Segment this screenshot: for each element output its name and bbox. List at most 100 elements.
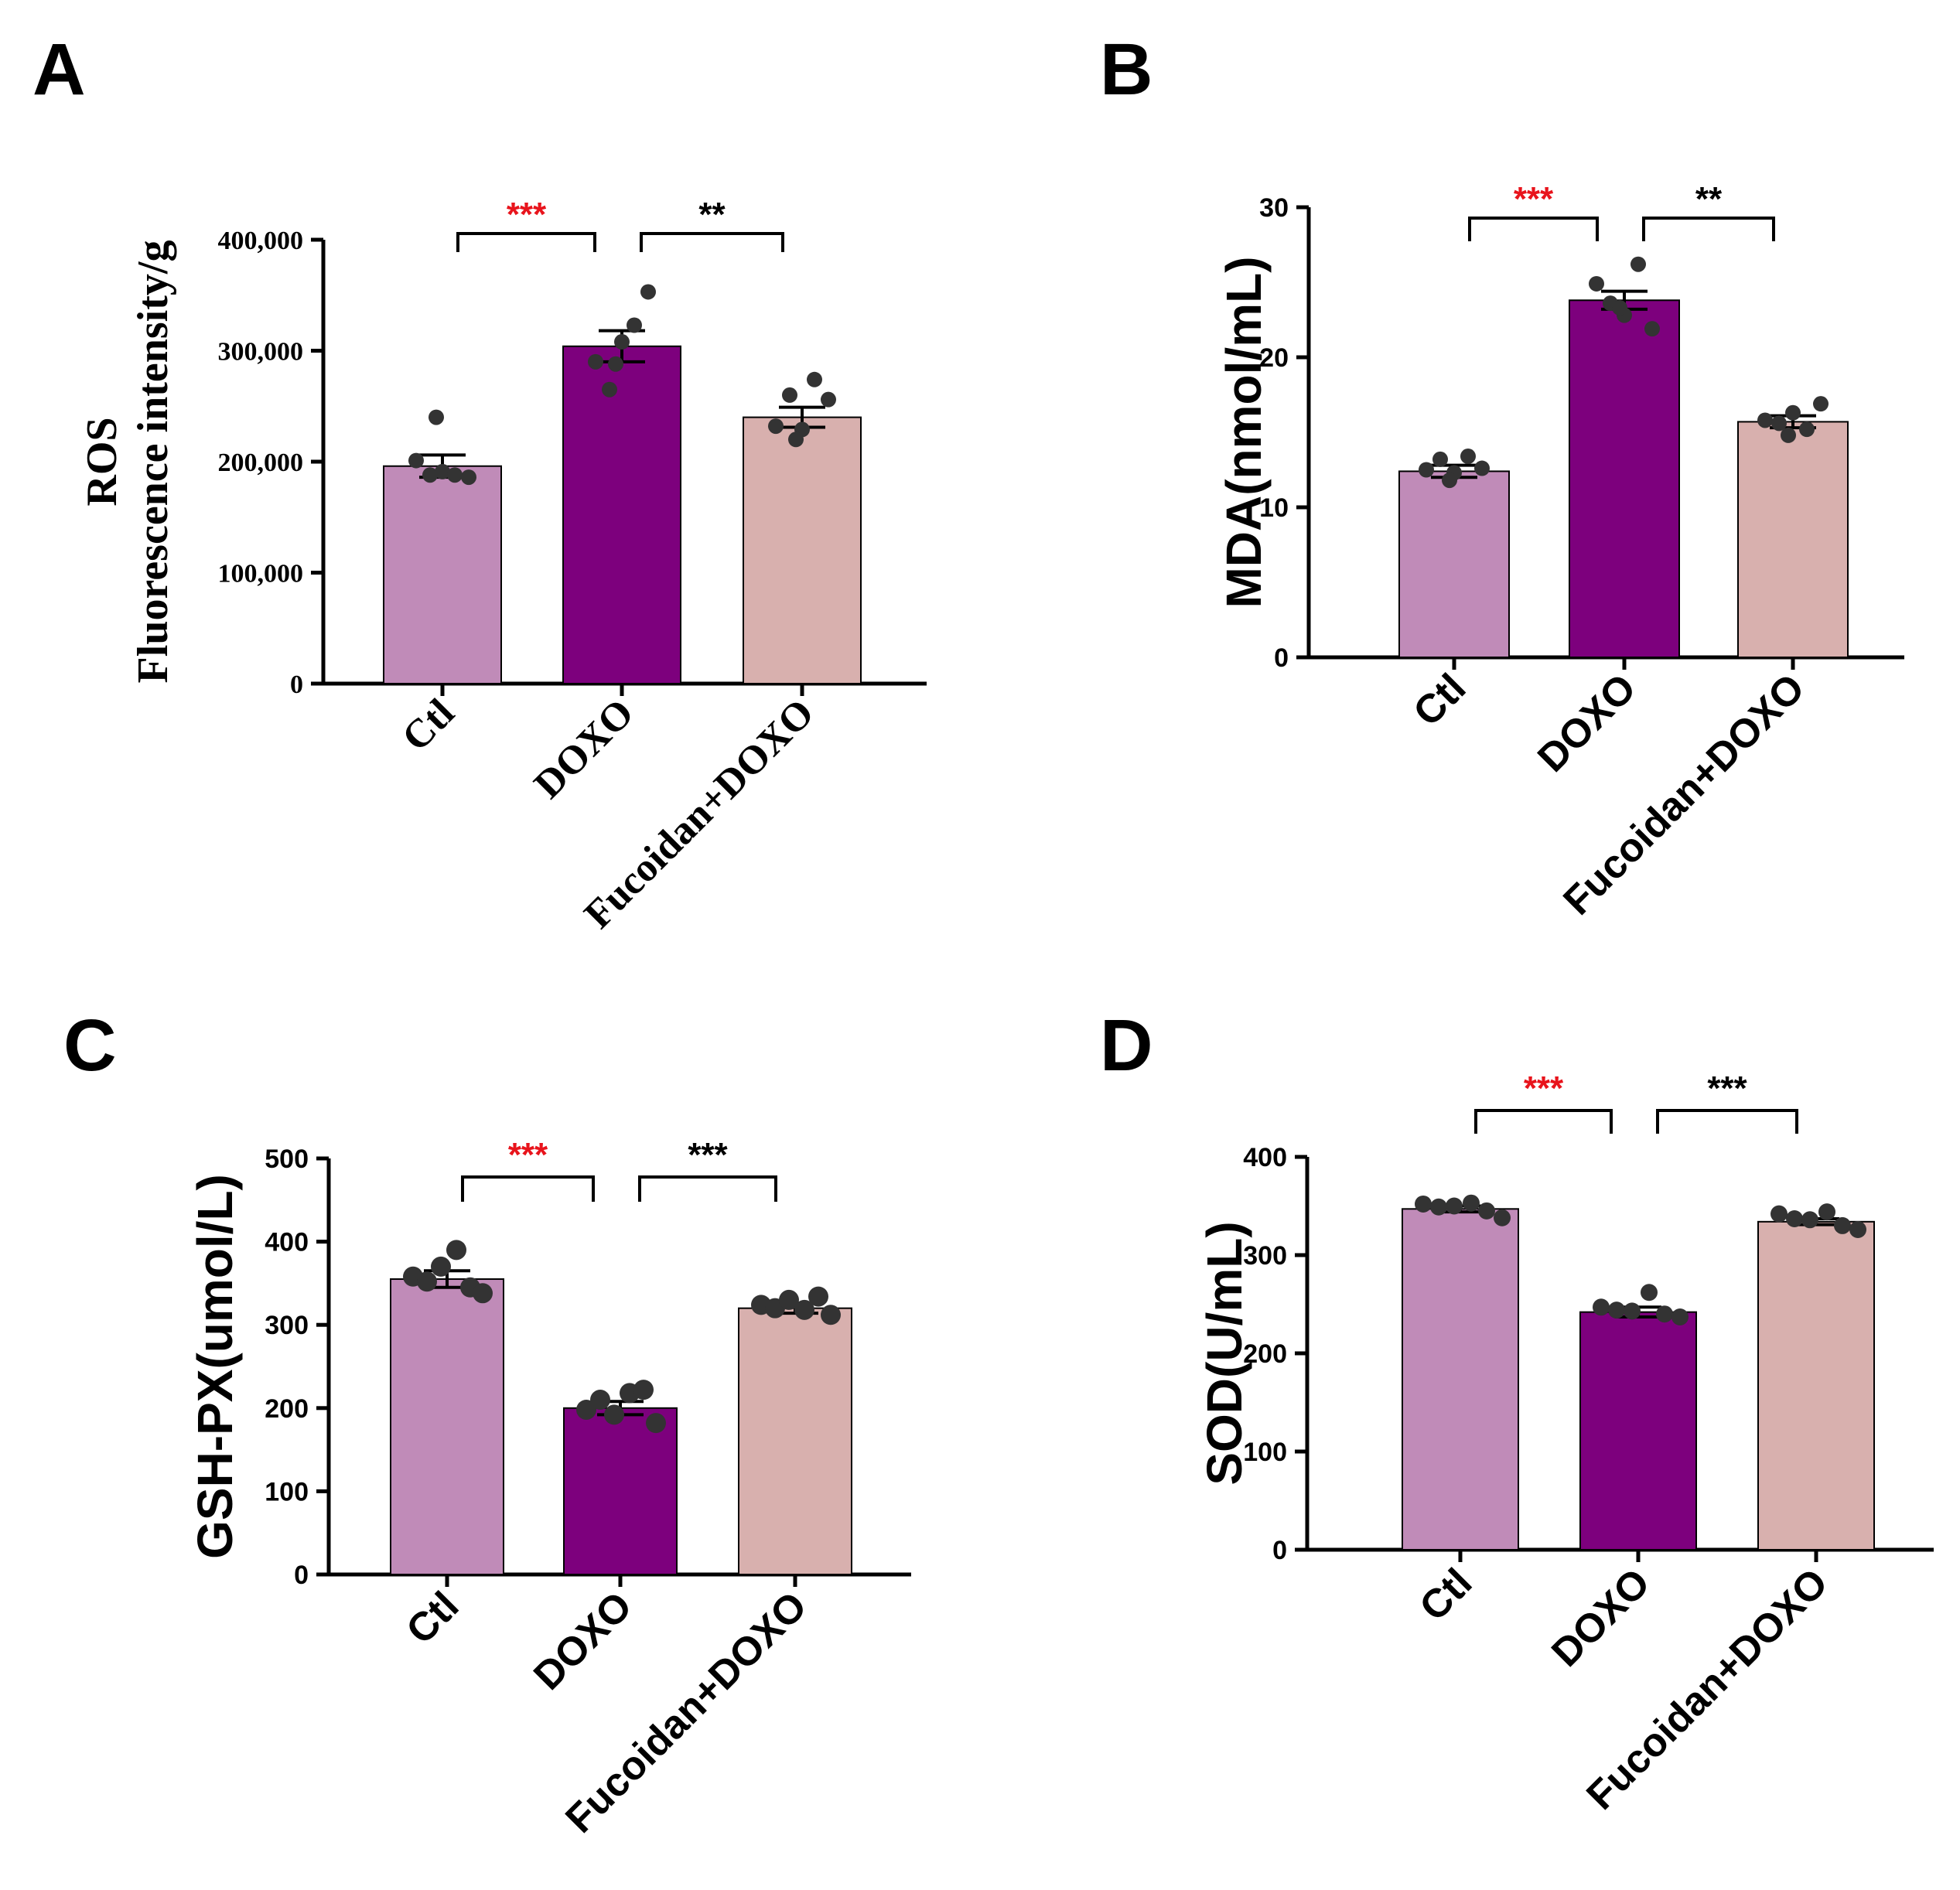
data-point <box>779 1289 799 1310</box>
y-tick-label: 300 <box>1243 1241 1287 1271</box>
y-tick-label: 0 <box>290 670 303 699</box>
y-axis-title: ROSFluorescence intensity/g <box>78 241 177 684</box>
data-point <box>417 1271 437 1292</box>
bar-ctl <box>390 1278 504 1576</box>
y-tick-label: 400 <box>1243 1143 1287 1172</box>
x-category-label: Ctl <box>1411 1560 1480 1629</box>
data-point <box>788 432 804 448</box>
y-tick-label: 10 <box>1259 493 1289 523</box>
data-point <box>1818 1203 1835 1221</box>
data-point <box>1494 1209 1511 1226</box>
significance-bracket <box>456 232 596 252</box>
x-category-label: Ctl <box>398 1583 467 1653</box>
data-point <box>435 463 450 479</box>
data-point <box>1641 1284 1658 1302</box>
x-category-label: DOXO <box>1529 665 1644 780</box>
y-axis-title-line: Fluorescence intensity/g <box>129 241 177 684</box>
data-point <box>1446 1197 1463 1215</box>
data-point <box>1593 1298 1610 1316</box>
significance-label: *** <box>1514 180 1554 218</box>
data-point <box>604 1404 624 1425</box>
data-point <box>1801 1211 1818 1229</box>
significance-bracket <box>461 1175 595 1202</box>
y-tick-label: 0 <box>1272 1536 1287 1565</box>
data-point <box>1460 449 1476 465</box>
significance-label: ** <box>698 196 726 234</box>
bar-doxo <box>1579 1311 1697 1551</box>
y-tick-label: 20 <box>1259 343 1289 373</box>
data-point <box>1671 1308 1689 1326</box>
y-tick-label: 100 <box>265 1477 309 1506</box>
data-point <box>602 381 617 397</box>
data-point <box>1786 1210 1803 1228</box>
bar-ctl <box>383 465 502 684</box>
data-point <box>1415 1195 1432 1213</box>
panel-letter-d: D <box>1100 1005 1153 1087</box>
data-point <box>1419 462 1434 478</box>
y-axis-title-line: MDA(nmol/mL) <box>1216 256 1272 608</box>
y-tick-label: 100,000 <box>218 560 304 588</box>
data-point <box>1442 472 1457 489</box>
x-category-label: Ctl <box>394 691 463 759</box>
y-tick-label: 200 <box>1243 1339 1287 1369</box>
y-tick-label: 400 <box>265 1228 309 1257</box>
significance-label: ** <box>1695 180 1723 218</box>
data-point <box>768 418 784 435</box>
data-point <box>1463 1194 1480 1212</box>
data-point <box>807 371 822 387</box>
data-point <box>1656 1305 1673 1323</box>
data-point <box>1624 1302 1641 1320</box>
significance-label: *** <box>507 196 547 234</box>
data-point <box>1757 412 1773 428</box>
data-point <box>1770 1205 1788 1223</box>
data-point <box>782 387 797 403</box>
y-tick-label: 0 <box>294 1561 309 1590</box>
data-point <box>1432 451 1448 467</box>
significance-bracket <box>1642 217 1775 241</box>
bar-fucoidan-doxo <box>1737 421 1849 658</box>
data-point <box>646 1413 666 1434</box>
data-point <box>1849 1220 1866 1238</box>
data-point <box>1644 321 1660 337</box>
data-point <box>627 317 642 333</box>
y-tick-label: 300,000 <box>218 338 304 367</box>
data-point <box>1589 275 1604 292</box>
bar-ctl <box>1402 1208 1519 1551</box>
significance-bracket <box>1474 1109 1613 1134</box>
data-point <box>1799 421 1815 438</box>
y-tick-label: 0 <box>1274 643 1289 673</box>
data-point <box>1771 415 1787 432</box>
x-category-label: DOXO <box>525 1583 640 1698</box>
data-point <box>408 452 424 469</box>
panel-a: A 0 100,000 200,000 300,000 400,000 ROSFluore… <box>32 29 927 937</box>
data-point <box>429 409 444 425</box>
panel-letter-c: C <box>63 1005 117 1087</box>
data-point <box>794 1299 814 1320</box>
significance-bracket <box>1468 217 1599 241</box>
data-point <box>1608 1302 1625 1319</box>
data-point <box>633 1380 654 1400</box>
data-point <box>1630 256 1646 272</box>
y-tick-label: 500 <box>265 1145 309 1174</box>
bar-doxo <box>562 345 681 684</box>
data-point <box>640 284 656 300</box>
x-category-label: DOXO <box>526 691 643 807</box>
significance-label: *** <box>1707 1070 1747 1107</box>
data-point <box>1430 1198 1447 1216</box>
y-axis-title: MDA(nmol/mL) <box>1216 256 1272 608</box>
data-point <box>422 467 438 483</box>
data-point <box>1612 299 1627 316</box>
y-tick-label: 400,000 <box>218 227 304 255</box>
data-point <box>473 1283 493 1304</box>
data-point <box>1834 1216 1851 1234</box>
data-point <box>431 1256 451 1277</box>
data-point <box>1478 1202 1495 1220</box>
panel-letter-b: B <box>1100 29 1153 111</box>
data-point <box>1474 460 1490 476</box>
significance-label: *** <box>688 1136 728 1174</box>
y-tick-label: 300 <box>265 1311 309 1340</box>
bar-fucoidan-doxo <box>738 1307 852 1576</box>
